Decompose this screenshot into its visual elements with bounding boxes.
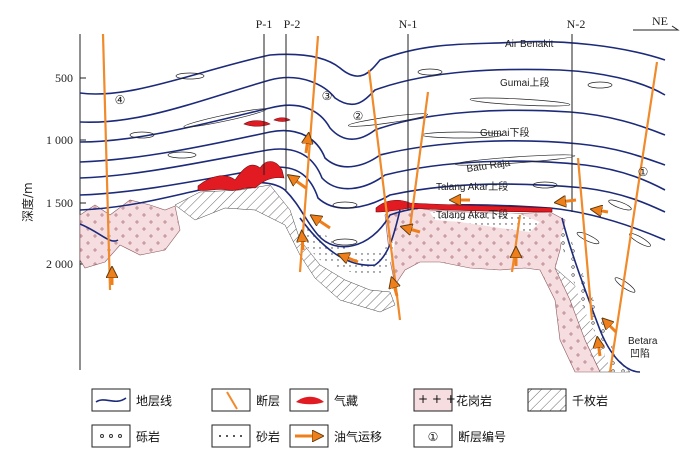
formation-gumai-lower: Gumai下段 [480, 126, 529, 139]
phyllite-body [174, 184, 396, 313]
legend-granite-label: 花岗岩 [456, 393, 492, 408]
legend-fault-number-swatch [413, 424, 453, 448]
wells [263, 34, 573, 212]
fault-number-4: ④ [115, 93, 126, 107]
fault-1 [608, 61, 659, 373]
fault-number-1: ① [638, 165, 649, 179]
well-n2: N-2 [567, 17, 586, 31]
direction-label: NE [652, 14, 668, 28]
fault-4 [101, 33, 112, 291]
fault-small [510, 214, 522, 273]
well-n1: N-1 [399, 17, 418, 31]
legend-conglomerate-swatch [91, 424, 131, 448]
legend-migration-label: 油气运移 [334, 429, 382, 444]
basin-suffix: 凹陷 [630, 347, 650, 360]
legend-stratum-swatch [91, 388, 131, 412]
legend-granite-symbol: + + + [418, 392, 456, 406]
y-axis-label: 深度/m [20, 182, 35, 222]
fault-n2 [576, 157, 594, 321]
formation-talang-lower: Talang Akar下段 [436, 208, 508, 221]
sandstone-fill [300, 225, 395, 275]
legend-fault-number-label: 断层编号 [458, 429, 506, 444]
well-p1: P-1 [256, 17, 273, 31]
direction-arrowhead [671, 25, 680, 31]
conglomerate-fill [560, 222, 626, 372]
legend-phyllite-label: 千枚岩 [572, 393, 608, 408]
depth-tick-2000: 2 000 [46, 257, 73, 271]
fault-number-2: ② [353, 109, 364, 123]
granite-left [79, 199, 181, 269]
legend-stratum-label: 地层线 [136, 394, 172, 408]
formation-air-benakit: Air Benakit [505, 39, 554, 50]
sandstone-fill-2 [430, 212, 540, 232]
fault-mid [408, 91, 430, 229]
legend-fault-number-symbol: ① [428, 430, 439, 444]
depth-tick-1000: 1 000 [46, 133, 73, 147]
legend-gas-label: 气藏 [334, 393, 358, 408]
depth-tick-1500: 1 500 [46, 196, 73, 210]
formation-talang-upper: Talang Akar上段 [436, 180, 508, 193]
legend-sandstone-label: 砂岩 [256, 429, 280, 444]
basin-name: Betara [628, 336, 658, 347]
legend-fault-label: 断层 [256, 393, 280, 408]
formation-gumai-upper: Gumai上段 [500, 76, 549, 89]
legend: 地层线 断层 气藏 + + + 花岗岩 千枚岩 砾岩 砂岩 油气运移 ① 断层编… [91, 388, 608, 448]
legend-sandstone-swatch [211, 424, 251, 448]
legend-phyllite-swatch [527, 388, 567, 412]
fault-2 [367, 69, 402, 321]
migration-arrows [112, 138, 618, 357]
legend-granite-swatch [413, 388, 453, 412]
fault-number-3: ③ [322, 89, 333, 103]
depth-tick-500: 500 [55, 71, 73, 85]
legend-conglomerate-label: 砾岩 [136, 429, 160, 444]
well-p2: P-2 [284, 17, 301, 31]
